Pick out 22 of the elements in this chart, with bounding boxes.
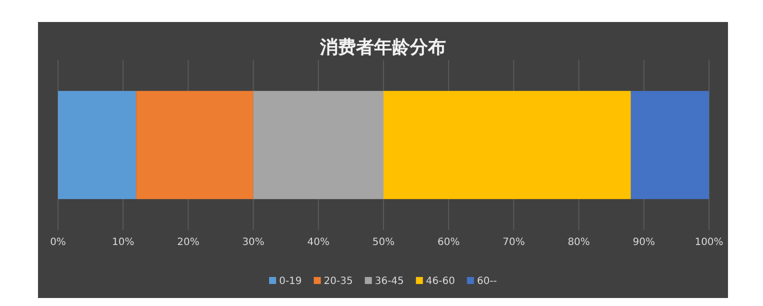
legend-label: 60--	[476, 276, 498, 287]
x-tick-label: 90%	[632, 237, 656, 248]
legend-label: 0-19	[279, 276, 302, 287]
x-tick-label: 50%	[372, 237, 395, 248]
x-tick-label: 70%	[502, 237, 525, 248]
x-tick-label: 10%	[112, 237, 134, 248]
legend-label: 36-45	[374, 276, 404, 287]
bar	[253, 90, 384, 200]
bar	[384, 90, 631, 200]
bar	[58, 90, 136, 200]
x-tick-label: 20%	[177, 237, 200, 248]
legend-label: 20-35	[324, 276, 353, 287]
x-tick-label: 60%	[437, 237, 460, 248]
x-tick-label: 40%	[307, 237, 330, 248]
bar	[136, 90, 254, 200]
bar	[630, 90, 709, 200]
legend-label: 46-60	[426, 276, 455, 287]
x-tick-label: 0%	[50, 237, 66, 248]
x-tick-label: 100%	[694, 237, 724, 248]
x-tick-label: 30%	[242, 237, 264, 248]
x-tick-label: 80%	[568, 237, 590, 248]
chart-title: 消费者年龄分布	[319, 37, 446, 58]
